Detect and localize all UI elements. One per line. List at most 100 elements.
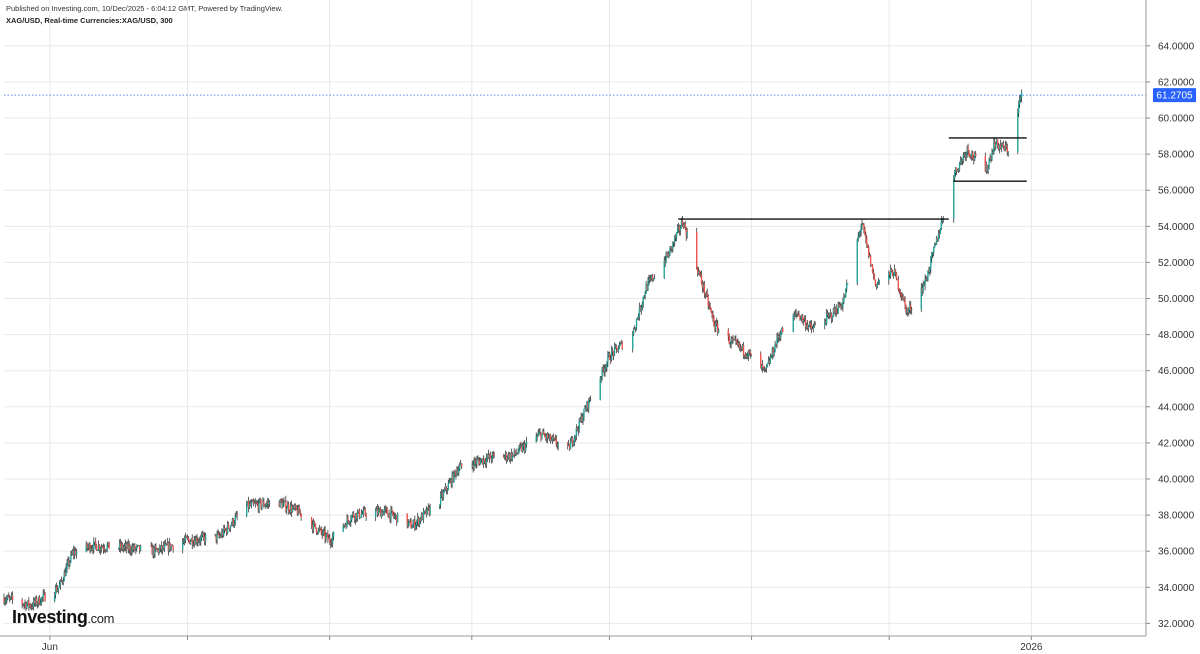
candle-body bbox=[667, 253, 669, 257]
candle-body bbox=[579, 419, 581, 421]
candle-body bbox=[156, 548, 158, 550]
candle-body bbox=[490, 458, 492, 460]
candle-body bbox=[427, 507, 429, 509]
candle-body bbox=[165, 543, 168, 546]
candle-body bbox=[136, 545, 138, 549]
candle-body bbox=[607, 355, 609, 363]
candle-body bbox=[31, 606, 34, 608]
candle-body bbox=[197, 541, 199, 543]
candle-body bbox=[127, 543, 129, 550]
candle-body bbox=[800, 318, 802, 320]
candle-body bbox=[359, 517, 362, 518]
logo-brand: Investing bbox=[12, 607, 88, 627]
candle-body bbox=[455, 472, 457, 476]
candle-body bbox=[504, 453, 507, 457]
candle-body bbox=[826, 313, 829, 315]
candle-body bbox=[233, 523, 235, 526]
candle-body bbox=[354, 513, 357, 520]
candle-body bbox=[290, 505, 293, 512]
candle-body bbox=[492, 453, 494, 455]
candle-body bbox=[707, 296, 709, 306]
candle-body bbox=[103, 549, 106, 550]
price-tick-label: 62.0000 bbox=[1158, 77, 1195, 88]
candle-body bbox=[259, 499, 261, 501]
candle-body bbox=[713, 317, 715, 326]
candle-body bbox=[781, 327, 783, 335]
candle-body bbox=[356, 512, 359, 519]
candle-body bbox=[227, 524, 230, 529]
price-tick-label: 36.0000 bbox=[1158, 547, 1195, 558]
candle-body bbox=[425, 510, 428, 515]
time-axis[interactable]: Jun 2026 bbox=[0, 635, 1146, 653]
candle-body bbox=[870, 264, 873, 267]
candle-body bbox=[129, 545, 131, 552]
candle-body bbox=[69, 561, 71, 566]
candle-body bbox=[971, 152, 973, 157]
candle-body bbox=[644, 293, 646, 297]
candle-body bbox=[454, 470, 456, 473]
candle-body bbox=[621, 341, 623, 349]
candle-body bbox=[89, 544, 91, 551]
candle-body bbox=[974, 153, 976, 160]
candle-body bbox=[641, 303, 643, 307]
candle-body bbox=[706, 292, 708, 297]
candle-body bbox=[200, 537, 202, 542]
candle-body bbox=[650, 278, 652, 280]
candle-body bbox=[347, 518, 349, 521]
candle-body bbox=[192, 544, 194, 546]
candle-body bbox=[414, 520, 416, 529]
last-price-label: 61.2705 bbox=[1156, 91, 1193, 102]
candle-body bbox=[256, 503, 258, 505]
candle-body bbox=[3, 598, 5, 604]
candle-body bbox=[225, 529, 228, 533]
candle-body bbox=[538, 432, 540, 434]
candle-body bbox=[27, 600, 29, 605]
candle-body bbox=[973, 157, 975, 160]
candle-body bbox=[152, 547, 154, 555]
price-tick-label: 48.0000 bbox=[1158, 330, 1195, 341]
candle-body bbox=[482, 458, 485, 464]
candle-body bbox=[992, 152, 994, 154]
candle-body bbox=[696, 267, 699, 274]
candle-body bbox=[75, 551, 78, 555]
candle-body bbox=[164, 543, 167, 545]
candle-body bbox=[317, 528, 320, 534]
candle-body bbox=[989, 157, 991, 161]
candle-body bbox=[582, 417, 584, 422]
candle-body bbox=[61, 580, 63, 582]
candle-body bbox=[475, 462, 477, 464]
candle-body bbox=[229, 525, 232, 530]
candle-body bbox=[576, 427, 578, 430]
candle-body bbox=[472, 464, 474, 468]
candle-body bbox=[542, 431, 544, 434]
candle-body bbox=[29, 604, 31, 607]
candle-body bbox=[998, 144, 1001, 150]
candle-body bbox=[327, 534, 329, 540]
candle-body bbox=[868, 246, 870, 257]
candle-body bbox=[443, 490, 446, 492]
candle-body bbox=[423, 511, 426, 513]
candle-body bbox=[160, 545, 163, 550]
candle-body bbox=[768, 360, 771, 364]
candle-body bbox=[970, 156, 972, 158]
candle-body bbox=[867, 244, 869, 247]
candle-body bbox=[219, 535, 221, 537]
candle-body bbox=[119, 543, 122, 549]
candle-body bbox=[374, 511, 377, 518]
candle-body bbox=[889, 269, 892, 275]
candle-body bbox=[862, 224, 864, 226]
candle-body bbox=[868, 255, 871, 257]
candle-body bbox=[486, 454, 489, 459]
candle-body bbox=[134, 545, 136, 550]
candle-body bbox=[166, 542, 169, 546]
candle-body bbox=[567, 443, 569, 446]
price-axis[interactable]: 64.0000 62.0000 60.0000 58.0000 56.0000 54.00… bbox=[1145, 0, 1196, 636]
candle-body bbox=[452, 473, 454, 482]
candle-body bbox=[965, 152, 967, 158]
price-tick-label: 40.0000 bbox=[1158, 474, 1195, 485]
candle-body bbox=[778, 336, 780, 339]
candle-body bbox=[761, 364, 764, 368]
candle-body bbox=[905, 304, 907, 313]
price-tick-label: 42.0000 bbox=[1158, 438, 1195, 449]
